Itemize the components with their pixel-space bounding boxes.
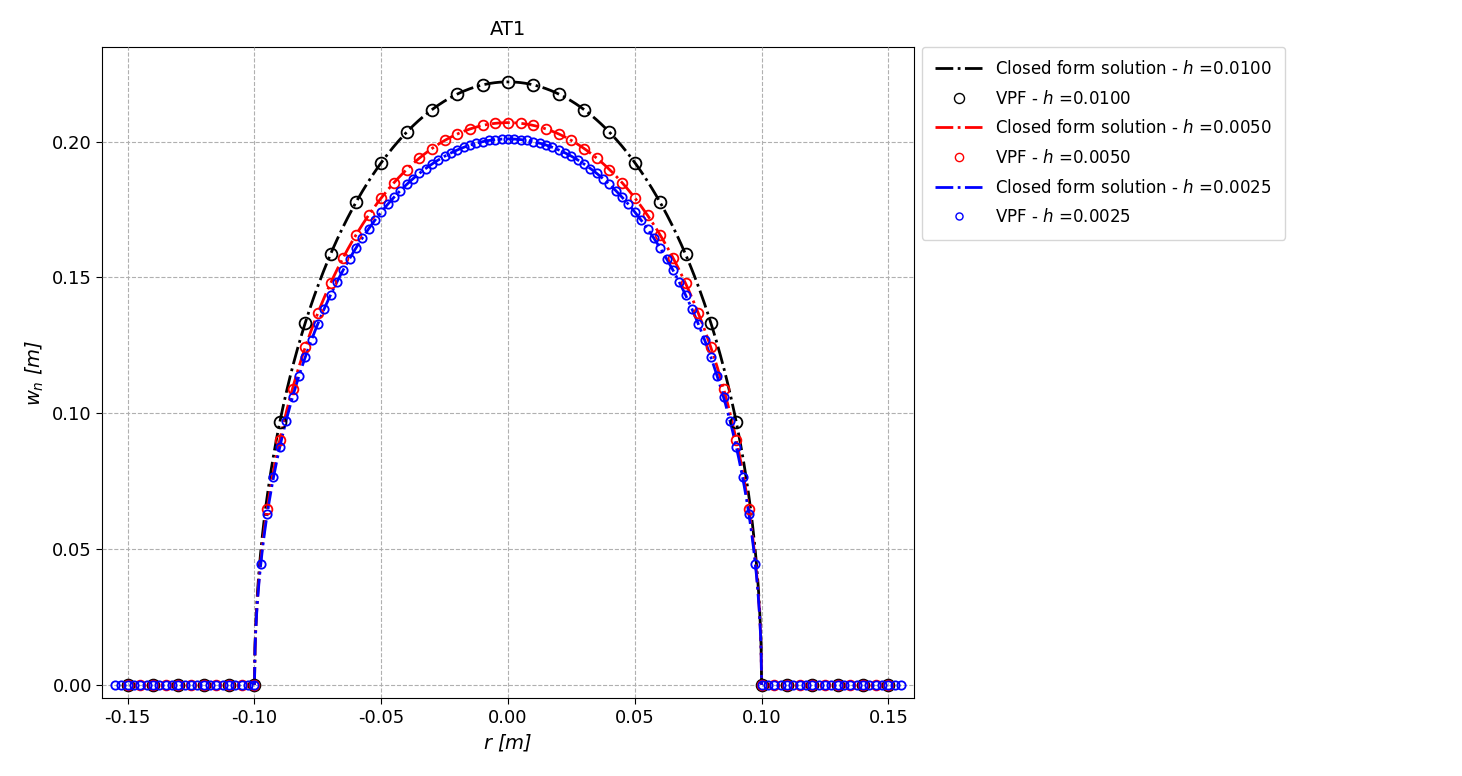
Legend: Closed form solution - $h$ =0.0100, VPF - $h$ =0.0100, Closed form solution - $h: Closed form solution - $h$ =0.0100, VPF …: [923, 47, 1285, 240]
X-axis label: $r$ [m]: $r$ [m]: [484, 733, 532, 753]
Title: AT1: AT1: [490, 20, 526, 40]
Y-axis label: $w_n$ [m]: $w_n$ [m]: [25, 339, 47, 406]
